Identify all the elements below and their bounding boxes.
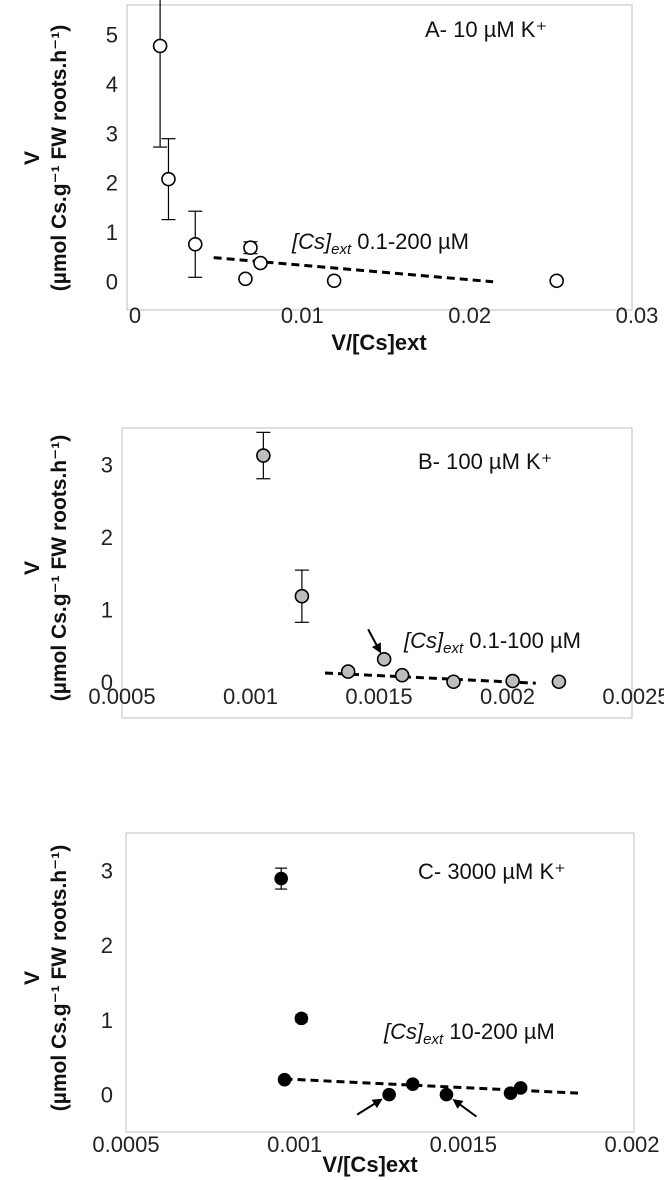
panel-c-data-point — [439, 1087, 454, 1102]
panel-c-xtick-label: 0.0015 — [430, 1132, 497, 1157]
panel-a-xtick-label: 0.01 — [281, 303, 324, 328]
panel-c: C- 3000 µM K⁺ [Cs]ext 10-200 µM V (µmol … — [21, 832, 660, 1177]
panel-a-data-point — [187, 236, 203, 252]
panel-c-data-point — [405, 1077, 420, 1091]
panel-a-ylabel-units: (µmol Cs.g⁻¹ FW roots.h⁻¹) — [48, 25, 71, 291]
panel-c-data-point — [274, 871, 288, 886]
panel-a-marks — [152, 0, 564, 289]
panel-c-ytick-label: 0 — [101, 1083, 113, 1108]
panel-c-ylabel-v: V — [21, 971, 44, 985]
panel-a-ytick-label: 5 — [106, 23, 118, 48]
panel-c-data-point — [513, 1081, 528, 1095]
panel-c-title: C- 3000 µM K⁺ — [418, 859, 566, 884]
panel-a-xtick-label: 0.02 — [448, 303, 491, 328]
panel-c-trendline — [284, 1077, 579, 1095]
panel-c-ytick-label: 1 — [101, 1008, 113, 1033]
panel-b-ylabel-v: V — [21, 561, 44, 575]
panel-c-xtick-label: 0.001 — [267, 1132, 322, 1157]
panel-a-range-italic: [Cs] — [291, 229, 332, 254]
panel-a: A- 10 µM K⁺ [Cs]ext 0.1-200 µM V (µmol C… — [21, 0, 658, 355]
panel-b-ytick-label: 0 — [101, 670, 113, 695]
panel-b-xtick-label: 0.001 — [223, 684, 278, 709]
panel-a-ytick-label: 4 — [106, 72, 118, 97]
panel-b-ticks: 0 1 2 3 0.0005 0.001 0.0015 0.002 0.0025 — [88, 452, 664, 709]
panel-b-marks — [256, 431, 567, 690]
panel-a-title: A- 10 µM K⁺ — [425, 17, 547, 42]
panel-a-range-sub: ext — [331, 241, 352, 258]
panel-c-range-sub: ext — [423, 1031, 444, 1048]
panel-b-xtick-label: 0.0005 — [88, 684, 155, 709]
panel-b-xtick-label: 0.0015 — [345, 684, 412, 709]
panel-b-data-point — [294, 588, 310, 604]
panel-c-xlabel: V/[Cs]ext — [322, 1152, 418, 1177]
panel-a-ylabel-v: V — [21, 151, 44, 165]
panel-b: B- 100 µM K⁺ [Cs]ext 0.1-100 µM V (µmol … — [21, 427, 664, 719]
panel-b-ytick-label: 2 — [101, 525, 113, 550]
panel-b-data-point — [376, 651, 392, 667]
panel-a-ytick-label: 2 — [106, 171, 118, 196]
panel-b-title: B- 100 µM K⁺ — [418, 449, 552, 474]
panel-c-ytick-label: 2 — [101, 933, 113, 958]
panel-c-ytick-label: 3 — [101, 858, 113, 883]
panel-a-plot-border — [126, 4, 633, 311]
panel-b-data-point — [551, 674, 567, 690]
panel-b-range-italic: [Cs] — [403, 628, 444, 653]
panel-a-data-point — [243, 240, 258, 256]
panel-a-xtick-label: 0.03 — [616, 303, 659, 328]
panel-b-data-point — [340, 664, 356, 679]
panel-c-ylabel-units: (µmol Cs.g⁻¹ FW roots.h⁻¹) — [48, 845, 71, 1111]
panel-a-data-point — [161, 171, 176, 187]
panel-c-range-label: [Cs]ext 10-200 µM — [383, 1019, 555, 1048]
panel-c-range-italic: [Cs] — [383, 1019, 424, 1044]
panel-b-data-point — [505, 673, 520, 689]
panel-c-data-point — [277, 1072, 292, 1087]
panel-b-range-sub: ext — [443, 640, 464, 657]
panel-b-plot-border — [121, 427, 633, 719]
panel-a-data-point — [238, 271, 253, 287]
panel-a-ytick-label: 1 — [106, 220, 118, 245]
panel-b-ylabel-units: (µmol Cs.g⁻¹ FW roots.h⁻¹) — [48, 435, 71, 701]
panel-b-data-point — [446, 674, 461, 690]
panel-a-xlabel: V/[Cs]ext — [331, 330, 427, 355]
panel-a-data-point — [549, 273, 564, 289]
panel-b-data-point — [394, 667, 410, 683]
panel-a-data-point — [152, 38, 168, 54]
panel-a-ytick-label: 0 — [106, 269, 118, 294]
panel-a-ytick-label: 3 — [106, 121, 118, 146]
panel-c-range-text: 10-200 µM — [443, 1019, 555, 1044]
panel-a-ticks: 0 1 2 3 4 5 0 0.01 0.02 0.03 — [106, 23, 659, 328]
panel-c-ticks: 0 1 2 3 0.0005 0.001 0.0015 0.002 — [92, 858, 659, 1157]
panel-a-data-point — [326, 273, 342, 289]
panel-c-data-point — [382, 1087, 396, 1102]
panel-b-xtick-label: 0.0025 — [602, 684, 664, 709]
panel-c-data-point — [294, 1011, 309, 1026]
panel-c-xtick-label: 0.0005 — [92, 1132, 159, 1157]
panel-a-range-label: [Cs]ext 0.1-200 µM — [291, 229, 469, 258]
panel-a-data-point — [253, 255, 268, 271]
panel-c-arrow-indicator — [452, 1099, 478, 1118]
panel-b-xtick-label: 0.002 — [480, 684, 535, 709]
panel-a-range-text: 0.1-200 µM — [351, 229, 469, 254]
panel-b-trendline — [324, 671, 536, 685]
panel-b-arrow-indicator — [367, 628, 382, 654]
panel-b-data-point — [256, 448, 271, 463]
panel-b-ytick-label: 3 — [101, 452, 113, 477]
panel-c-marks — [274, 867, 579, 1118]
panel-c-arrow-indicator — [356, 1098, 383, 1116]
panel-b-ytick-label: 1 — [101, 597, 113, 622]
panel-a-xtick-label: 0 — [129, 303, 141, 328]
panel-b-range-text: 0.1-100 µM — [463, 628, 581, 653]
panel-c-plot-border — [125, 832, 635, 1133]
panel-b-range-label: [Cs]ext 0.1-100 µM — [403, 628, 581, 657]
panel-c-xtick-label: 0.002 — [604, 1132, 659, 1157]
